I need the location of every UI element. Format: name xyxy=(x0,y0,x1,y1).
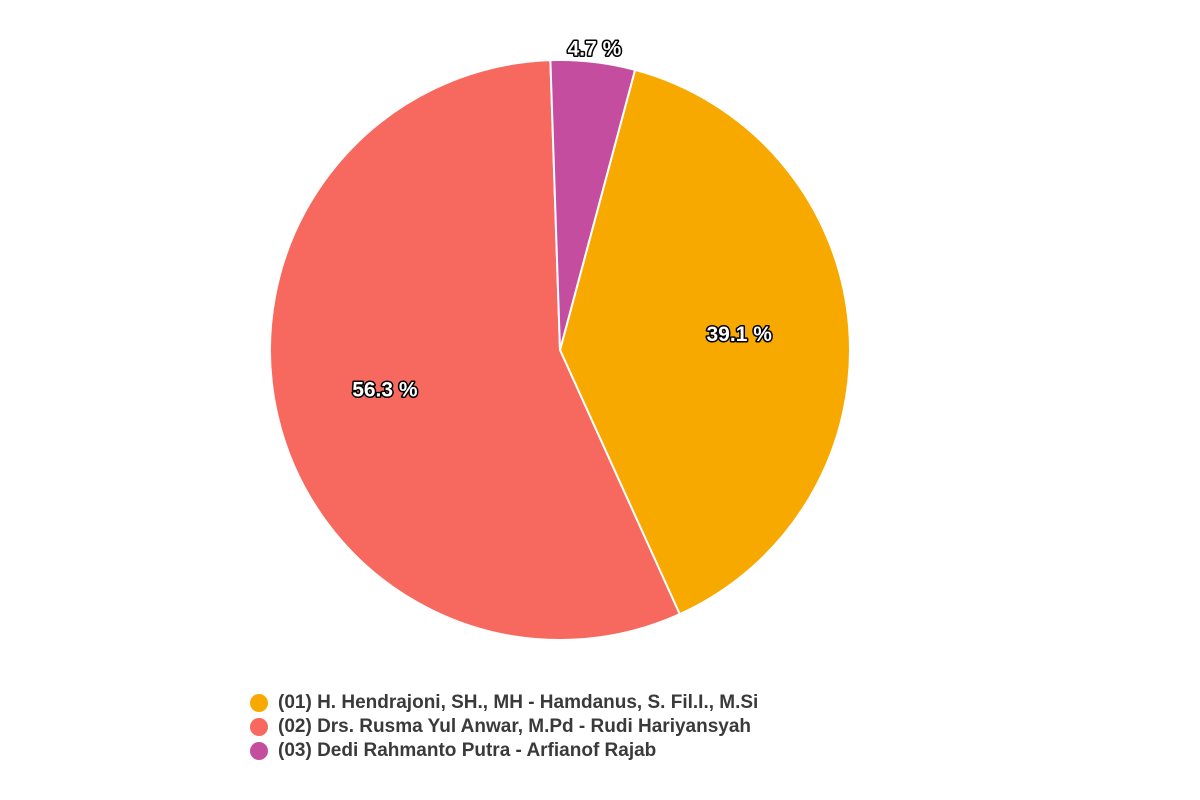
legend-swatch-3 xyxy=(250,742,268,760)
legend-item-1: (01) H. Hendrajoni, SH., MH - Hamdanus, … xyxy=(250,692,758,714)
pie-chart-container: 39.1 % 56.3 % 4.7 % (01) H. Hendrajoni, SH… xyxy=(0,0,1200,800)
slice-label-2: 56.3 % xyxy=(352,378,418,401)
legend-label-3: (03) Dedi Rahmanto Putra - Arfianof Raja… xyxy=(278,740,656,762)
slice-label-3: 4.7 % xyxy=(568,37,622,60)
legend-label-2: (02) Drs. Rusma Yul Anwar, M.Pd - Rudi H… xyxy=(278,716,751,738)
pie-chart: 39.1 % 56.3 % 4.7 % xyxy=(0,0,1200,800)
legend-item-2: (02) Drs. Rusma Yul Anwar, M.Pd - Rudi H… xyxy=(250,716,758,738)
legend-swatch-2 xyxy=(250,718,268,736)
legend-swatch-1 xyxy=(250,694,268,712)
legend-item-3: (03) Dedi Rahmanto Putra - Arfianof Raja… xyxy=(250,740,758,762)
legend-label-1: (01) H. Hendrajoni, SH., MH - Hamdanus, … xyxy=(278,692,758,714)
legend: (01) H. Hendrajoni, SH., MH - Hamdanus, … xyxy=(250,690,758,764)
slice-label-1: 39.1 % xyxy=(707,323,773,346)
